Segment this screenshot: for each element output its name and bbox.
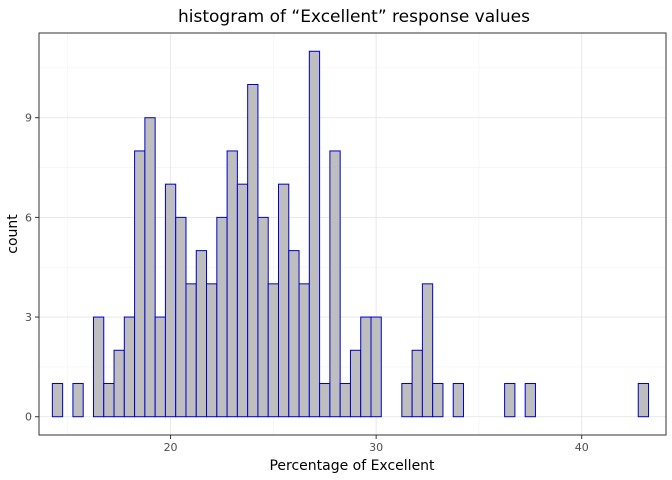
x-tick-label: 20: [164, 441, 178, 454]
y-tick-label: 9: [25, 112, 32, 125]
histogram-bar: [401, 383, 413, 418]
y-tick-label: 6: [25, 211, 32, 224]
histogram-bar: [154, 316, 166, 418]
histogram-bar: [247, 83, 259, 418]
x-tick-label: 30: [369, 441, 383, 454]
x-tick-label: 40: [575, 441, 589, 454]
histogram-bar: [452, 383, 465, 418]
y-tick-label: 3: [25, 311, 32, 324]
histogram-bar: [637, 383, 650, 418]
y-axis-title: count: [5, 214, 21, 254]
histogram-bar: [236, 183, 249, 418]
histogram-bar: [123, 316, 136, 418]
chart-title: histogram of “Excellent” response values: [178, 7, 530, 27]
histogram-bar: [504, 383, 516, 418]
histogram-bar: [144, 117, 156, 418]
histogram-bar: [298, 283, 310, 418]
axis-ticks: 20 30 40 0 3 6 9: [25, 112, 589, 454]
histogram-bar: [360, 316, 372, 418]
histogram-bar: [370, 316, 382, 418]
histogram-bar: [164, 183, 177, 418]
histogram-bar: [319, 383, 331, 418]
histogram-bar: [329, 150, 341, 418]
histogram-bar: [51, 383, 64, 418]
histogram-bar: [134, 150, 146, 418]
histogram-bar: [103, 383, 115, 418]
histogram-bar: [113, 349, 125, 418]
histogram-bar: [92, 316, 105, 418]
histogram-bar: [411, 349, 423, 418]
panel-border: [38, 32, 667, 436]
histogram-bar: [175, 216, 187, 418]
histogram-bar: [185, 283, 197, 418]
histogram-bar: [432, 383, 444, 418]
histogram-bar: [257, 216, 269, 418]
x-axis-title: Percentage of Excellent: [269, 458, 435, 474]
histogram-bar: [308, 50, 321, 418]
bars: [51, 50, 650, 418]
histogram-bar: [226, 150, 238, 418]
histogram-bar: [277, 183, 290, 418]
histogram-bar: [349, 349, 362, 418]
histogram-bar: [421, 283, 434, 418]
histogram-bar: [288, 250, 300, 418]
histogram-bar: [206, 283, 218, 418]
histogram-bar: [195, 250, 208, 418]
histogram-bar: [524, 383, 536, 418]
histogram-bar: [339, 383, 351, 418]
histogram-bar: [267, 283, 279, 418]
histogram-bar: [72, 383, 84, 418]
y-tick-label: 0: [25, 411, 32, 424]
histogram-bar: [216, 216, 228, 418]
